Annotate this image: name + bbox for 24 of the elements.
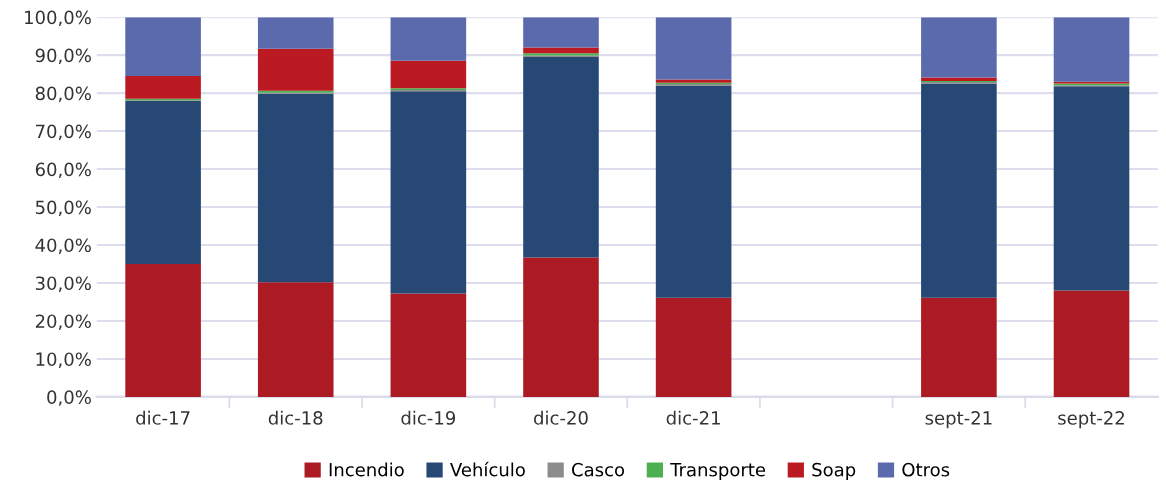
y-tick-label: 90,0%: [35, 48, 91, 65]
y-tick-label: 80,0%: [35, 86, 91, 103]
y-tick-label: 50,0%: [35, 200, 91, 216]
y-tick-label: 100,0%: [25, 10, 91, 27]
legend-label: Soap: [812, 462, 856, 480]
legend-label: Vehículo: [450, 461, 525, 477]
legend-label: Transporte: [670, 463, 766, 480]
x-tick-label: sept-22: [1058, 411, 1124, 429]
y-tick-label: 70,0%: [36, 124, 91, 141]
y-tick-label: 30,0%: [35, 276, 91, 292]
y-tick-label: 60,0%: [35, 162, 91, 179]
legend-label: Otros: [902, 462, 950, 477]
x-tick-label: dic-20: [534, 410, 588, 425]
y-tick-label: 20,0%: [35, 314, 91, 330]
x-tick-label: dic-21: [666, 410, 720, 425]
x-tick-label: dic-18: [268, 410, 323, 425]
legend-label: Incendio: [329, 462, 404, 477]
legend-label: Casco: [572, 462, 625, 477]
x-tick-label: sept-21: [925, 411, 992, 429]
x-tick-label: dic-17: [136, 410, 190, 425]
y-tick-label: 0,0%: [47, 390, 91, 406]
y-tick-label: 10,0%: [36, 352, 91, 368]
x-tick-label: dic-19: [401, 410, 456, 425]
y-tick-label: 40,0%: [35, 238, 91, 254]
